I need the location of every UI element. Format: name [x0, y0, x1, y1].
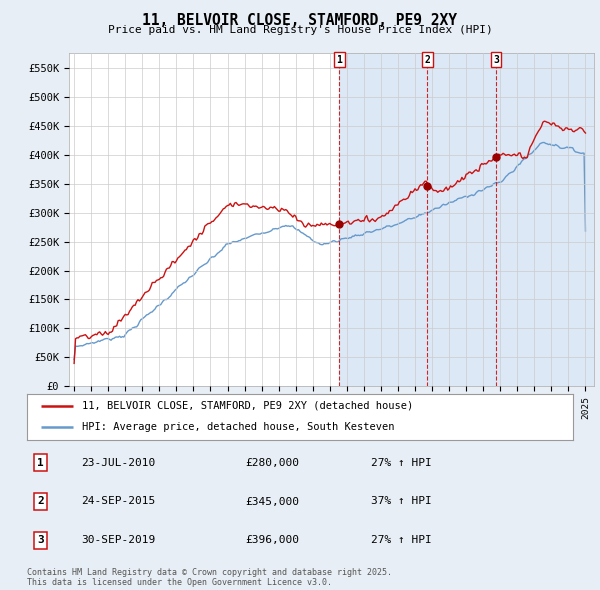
Text: 1: 1 — [337, 55, 342, 65]
Text: 23-JUL-2010: 23-JUL-2010 — [82, 458, 156, 467]
Text: 1: 1 — [37, 458, 44, 467]
Text: 27% ↑ HPI: 27% ↑ HPI — [371, 536, 432, 545]
Text: 24-SEP-2015: 24-SEP-2015 — [82, 497, 156, 506]
Text: Contains HM Land Registry data © Crown copyright and database right 2025.
This d: Contains HM Land Registry data © Crown c… — [27, 568, 392, 587]
Text: 30-SEP-2019: 30-SEP-2019 — [82, 536, 156, 545]
Text: HPI: Average price, detached house, South Kesteven: HPI: Average price, detached house, Sout… — [82, 422, 394, 432]
Text: 3: 3 — [493, 55, 499, 65]
Text: £280,000: £280,000 — [245, 458, 299, 467]
Text: 27% ↑ HPI: 27% ↑ HPI — [371, 458, 432, 467]
Text: 37% ↑ HPI: 37% ↑ HPI — [371, 497, 432, 506]
Text: 2: 2 — [37, 497, 44, 506]
Text: £345,000: £345,000 — [245, 497, 299, 506]
Text: 2: 2 — [425, 55, 430, 65]
Text: Price paid vs. HM Land Registry's House Price Index (HPI): Price paid vs. HM Land Registry's House … — [107, 25, 493, 35]
Text: £396,000: £396,000 — [245, 536, 299, 545]
Text: 3: 3 — [37, 536, 44, 545]
Text: 11, BELVOIR CLOSE, STAMFORD, PE9 2XY: 11, BELVOIR CLOSE, STAMFORD, PE9 2XY — [143, 13, 458, 28]
Text: 11, BELVOIR CLOSE, STAMFORD, PE9 2XY (detached house): 11, BELVOIR CLOSE, STAMFORD, PE9 2XY (de… — [82, 401, 413, 411]
Bar — [340, 53, 594, 386]
